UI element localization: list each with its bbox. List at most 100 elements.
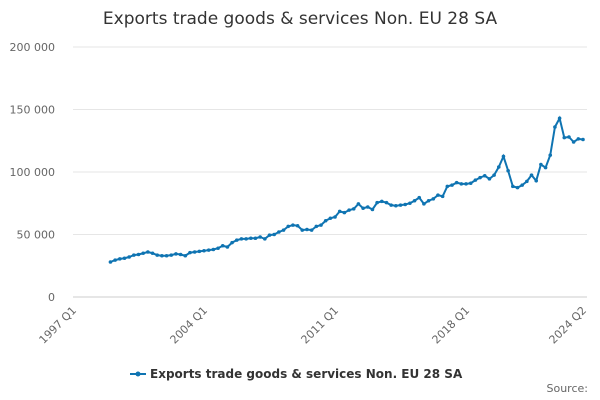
point bbox=[117, 257, 122, 261]
point bbox=[164, 253, 169, 258]
point bbox=[206, 248, 211, 252]
point bbox=[291, 223, 295, 227]
point bbox=[295, 223, 300, 228]
point bbox=[562, 135, 567, 140]
point bbox=[492, 173, 496, 177]
point bbox=[155, 253, 160, 257]
point bbox=[122, 256, 127, 261]
point bbox=[230, 240, 234, 245]
point bbox=[234, 238, 239, 242]
point bbox=[529, 173, 534, 177]
point bbox=[422, 202, 426, 206]
point bbox=[464, 182, 468, 186]
point bbox=[539, 162, 543, 167]
point bbox=[272, 232, 276, 237]
point bbox=[473, 178, 478, 182]
point bbox=[174, 252, 178, 256]
point bbox=[356, 202, 361, 206]
point bbox=[487, 177, 492, 181]
legend-item: Exports trade goods & services Non. EU 2… bbox=[130, 367, 463, 381]
point bbox=[370, 207, 375, 212]
point bbox=[375, 200, 379, 205]
point bbox=[426, 198, 431, 203]
point bbox=[267, 233, 272, 237]
y-tick-label: 150 000 bbox=[10, 104, 56, 117]
point bbox=[277, 230, 281, 234]
point bbox=[478, 175, 482, 180]
point bbox=[408, 201, 412, 206]
point bbox=[403, 202, 408, 207]
point bbox=[333, 215, 337, 219]
point bbox=[239, 237, 244, 241]
chart-title: Exports trade goods & services Non. EU 2… bbox=[103, 9, 498, 29]
x-tick-label: 1997 Q1 bbox=[37, 304, 80, 347]
point bbox=[211, 247, 216, 252]
point bbox=[445, 184, 450, 189]
point bbox=[202, 248, 206, 253]
point bbox=[328, 216, 333, 221]
point bbox=[146, 250, 150, 254]
point bbox=[183, 253, 188, 258]
point bbox=[520, 183, 524, 187]
point bbox=[263, 237, 267, 241]
point bbox=[169, 253, 174, 257]
point bbox=[323, 218, 328, 223]
y-tick-label: 200 000 bbox=[10, 41, 56, 54]
point bbox=[543, 165, 548, 170]
point bbox=[361, 206, 365, 211]
series-line bbox=[110, 115, 584, 263]
point bbox=[337, 209, 342, 214]
point bbox=[496, 165, 501, 169]
point bbox=[160, 253, 164, 258]
point bbox=[394, 203, 398, 208]
point bbox=[342, 210, 347, 215]
point bbox=[417, 195, 422, 200]
point bbox=[384, 200, 389, 205]
point bbox=[454, 180, 459, 185]
point bbox=[108, 260, 113, 264]
point bbox=[248, 236, 253, 241]
point bbox=[188, 250, 192, 255]
point bbox=[220, 243, 225, 248]
point bbox=[305, 227, 309, 232]
point bbox=[515, 185, 520, 190]
x-tick-label: 2024 Q2 bbox=[547, 304, 590, 347]
point bbox=[300, 228, 305, 232]
point bbox=[412, 198, 417, 203]
point bbox=[571, 140, 576, 144]
y-tick-label: 0 bbox=[48, 291, 55, 304]
point bbox=[351, 207, 356, 211]
legend-marker bbox=[135, 371, 141, 377]
point bbox=[525, 179, 529, 184]
point bbox=[506, 168, 510, 173]
point bbox=[141, 251, 145, 256]
point bbox=[581, 137, 585, 142]
point bbox=[436, 193, 440, 197]
point bbox=[534, 178, 539, 183]
point bbox=[347, 208, 351, 212]
point bbox=[244, 237, 248, 241]
point bbox=[192, 250, 197, 254]
point bbox=[197, 249, 202, 254]
y-tick-label: 100 000 bbox=[10, 166, 56, 179]
point bbox=[253, 236, 258, 241]
point bbox=[127, 255, 131, 259]
point bbox=[567, 135, 571, 139]
point bbox=[553, 125, 557, 129]
point bbox=[319, 223, 323, 227]
point bbox=[132, 253, 136, 257]
point bbox=[258, 235, 262, 239]
point bbox=[450, 183, 454, 187]
point bbox=[216, 246, 220, 251]
point bbox=[178, 252, 183, 257]
x-tick-label: 2018 Q1 bbox=[430, 304, 473, 347]
point bbox=[398, 203, 403, 207]
point bbox=[511, 184, 515, 189]
point bbox=[482, 173, 487, 178]
point bbox=[136, 252, 141, 257]
point bbox=[459, 182, 464, 186]
legend-text: Exports trade goods & services Non. EU 2… bbox=[150, 367, 463, 381]
x-tick-label: 2004 Q1 bbox=[168, 304, 211, 347]
point bbox=[431, 197, 436, 201]
point bbox=[576, 137, 581, 141]
